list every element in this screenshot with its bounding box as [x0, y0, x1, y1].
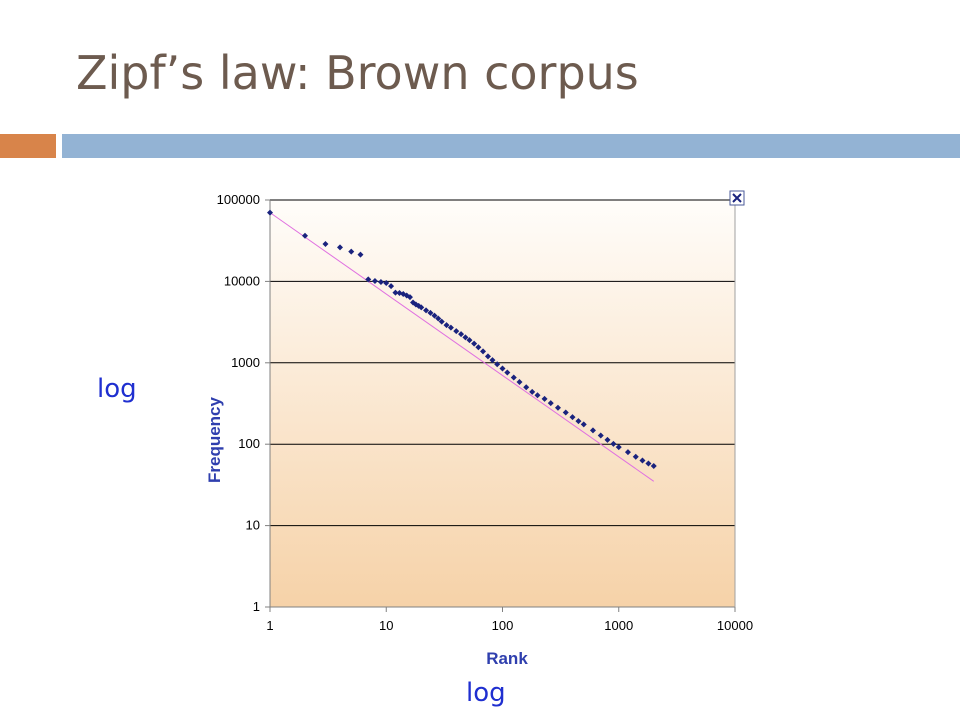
data-point [322, 240, 329, 247]
x-tick-label: 10 [379, 618, 393, 633]
trend-line [269, 212, 655, 482]
x-tick-label: 1000 [604, 618, 633, 633]
y-tick-label: 10000 [224, 273, 260, 288]
data-point [489, 357, 496, 364]
data-point [388, 283, 395, 290]
y-log-annotation: log [97, 374, 137, 404]
data-point [510, 374, 517, 381]
data-point [604, 436, 611, 443]
y-tick-label: 10 [246, 518, 260, 533]
data-point [365, 276, 372, 283]
data-point [480, 348, 487, 355]
data-point [466, 337, 473, 344]
data-point [336, 244, 343, 251]
data-point [547, 400, 554, 407]
x-axis-title: Rank [486, 649, 528, 668]
x-tick-label: 1 [266, 618, 273, 633]
data-point [301, 232, 308, 239]
data-point [427, 309, 434, 316]
data-point [357, 251, 364, 258]
data-point [529, 388, 536, 395]
data-point [423, 307, 430, 314]
x-ticks: 1 10 100 1000 10000 [266, 607, 753, 633]
y-tick-label: 100 [238, 436, 260, 451]
data-point [431, 312, 438, 319]
data-point [471, 340, 478, 347]
data-point [554, 404, 561, 411]
data-point [377, 279, 384, 286]
data-point [516, 379, 523, 386]
accent-bar-blue [62, 134, 960, 158]
data-point [462, 334, 469, 341]
data-point [575, 418, 582, 425]
data-point [484, 353, 491, 360]
plot-area [270, 200, 735, 607]
y-tick-label: 1 [253, 599, 260, 614]
y-tick-label: 1000 [231, 355, 260, 370]
accent-bar-orange [0, 134, 56, 158]
data-point [562, 409, 569, 416]
close-icon[interactable] [729, 190, 745, 206]
data-point [639, 457, 646, 464]
data-point [523, 384, 530, 391]
data-point [615, 444, 622, 451]
y-axis-title: Frequency [205, 396, 224, 483]
data-point [632, 453, 639, 460]
data-point [453, 328, 460, 335]
grid-lines [270, 199, 735, 527]
data-point [392, 289, 399, 296]
y-ticks: 1 10 100 1000 10000 100000 [217, 192, 270, 614]
data-point [267, 209, 273, 216]
data-point [447, 324, 454, 331]
data-point [597, 432, 604, 439]
data-point [610, 440, 617, 447]
data-point [650, 462, 657, 469]
data-point [645, 460, 652, 467]
data-point [406, 294, 413, 301]
data-point [418, 304, 425, 311]
data-points [267, 209, 657, 469]
data-point [494, 361, 501, 368]
data-point [504, 369, 511, 376]
x-log-annotation: log [466, 678, 506, 708]
data-point [569, 414, 576, 421]
data-point [383, 280, 390, 287]
x-tick-label: 100 [492, 618, 514, 633]
data-point [443, 322, 450, 329]
data-point [475, 344, 482, 351]
data-point [589, 427, 596, 434]
x-tick-label: 10000 [717, 618, 753, 633]
data-point [541, 395, 548, 402]
data-point [348, 248, 355, 255]
data-point [534, 392, 541, 399]
data-point [438, 318, 445, 325]
y-tick-label: 100000 [217, 192, 260, 207]
data-point [458, 331, 465, 338]
data-point [435, 315, 442, 322]
data-point [624, 449, 631, 456]
data-point [499, 365, 506, 372]
data-point [580, 421, 587, 428]
data-point [371, 278, 378, 285]
slide-title: Zipf’s law: Brown corpus [76, 46, 639, 100]
